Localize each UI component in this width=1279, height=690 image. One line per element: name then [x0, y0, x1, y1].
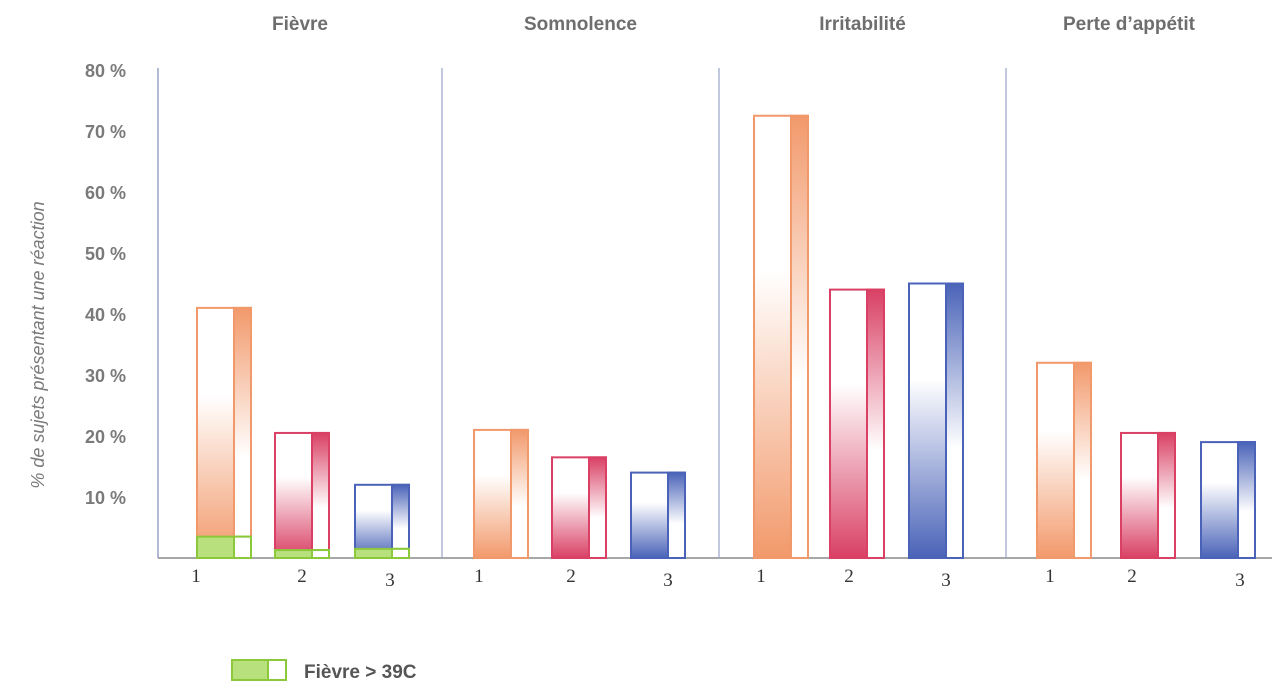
bar-side	[1073, 361, 1092, 559]
bar-side	[1237, 441, 1256, 560]
bar	[551, 456, 607, 560]
overlay-bar-side	[391, 547, 410, 559]
bar	[196, 306, 252, 559]
overlay-bar	[354, 547, 410, 559]
bar	[1120, 431, 1176, 560]
y-tick-label: 40 %	[85, 305, 126, 325]
legend-swatch-side	[267, 659, 287, 681]
bar-side	[391, 483, 410, 559]
bars	[196, 114, 1256, 560]
y-tick-label: 80 %	[85, 61, 126, 81]
bar-side	[790, 114, 809, 559]
bar-side	[945, 282, 964, 559]
y-tick-label: 10 %	[85, 488, 126, 508]
y-tick-label: 50 %	[85, 244, 126, 264]
bar-side	[1157, 431, 1176, 560]
x-tick-label: 3	[385, 570, 395, 591]
overlay-bar-side	[233, 535, 252, 560]
y-tick-label: 20 %	[85, 427, 126, 447]
bar	[1036, 361, 1092, 559]
bar	[908, 282, 964, 559]
x-tick-label: 3	[663, 570, 673, 591]
overlay-bar	[274, 549, 330, 560]
y-tick-label: 30 %	[85, 366, 126, 386]
bar-side	[233, 306, 252, 559]
x-tick-label: 3	[941, 570, 951, 591]
bar	[354, 483, 410, 559]
y-axis-label: % de sujets présentant une réaction	[28, 201, 48, 488]
bar	[274, 431, 330, 560]
x-tick-label: 3	[1235, 570, 1245, 591]
bar	[753, 114, 809, 559]
x-tick-label: 2	[566, 566, 576, 587]
overlay-bar	[196, 535, 252, 560]
bar-side	[311, 431, 330, 560]
x-tick-label: 1	[1045, 566, 1055, 587]
bar	[1200, 441, 1256, 560]
bar	[630, 471, 686, 560]
labels: 10 % 20 % 30 % 40 % 50 % 60 % 70 % 80 % % de suj…	[28, 14, 1245, 591]
panel-title: Perte d’appétit	[1063, 14, 1196, 35]
panel-title: Somnolence	[524, 14, 637, 35]
panel-title: Irritabilité	[819, 14, 906, 35]
x-tick-label: 1	[756, 566, 766, 587]
legend-label: Fièvre > 39C	[304, 662, 417, 683]
x-tick-label: 2	[844, 566, 854, 587]
bar-side	[510, 428, 529, 559]
x-tick-label: 2	[297, 566, 307, 587]
x-tick-label: 1	[191, 566, 201, 587]
y-tick-label: 60 %	[85, 183, 126, 203]
legend: Fièvre > 39C	[231, 659, 417, 683]
overlay-bar-side	[311, 549, 330, 560]
y-tick-label: 70 %	[85, 122, 126, 142]
bar	[829, 288, 885, 559]
bar	[473, 428, 529, 559]
x-tick-label: 1	[474, 566, 484, 587]
bar-side	[667, 471, 686, 560]
bar-side	[588, 456, 607, 560]
panel-title: Fièvre	[272, 14, 328, 35]
x-tick-label: 2	[1127, 566, 1137, 587]
legend-item: Fièvre > 39C	[231, 659, 417, 683]
bar-side	[866, 288, 885, 559]
